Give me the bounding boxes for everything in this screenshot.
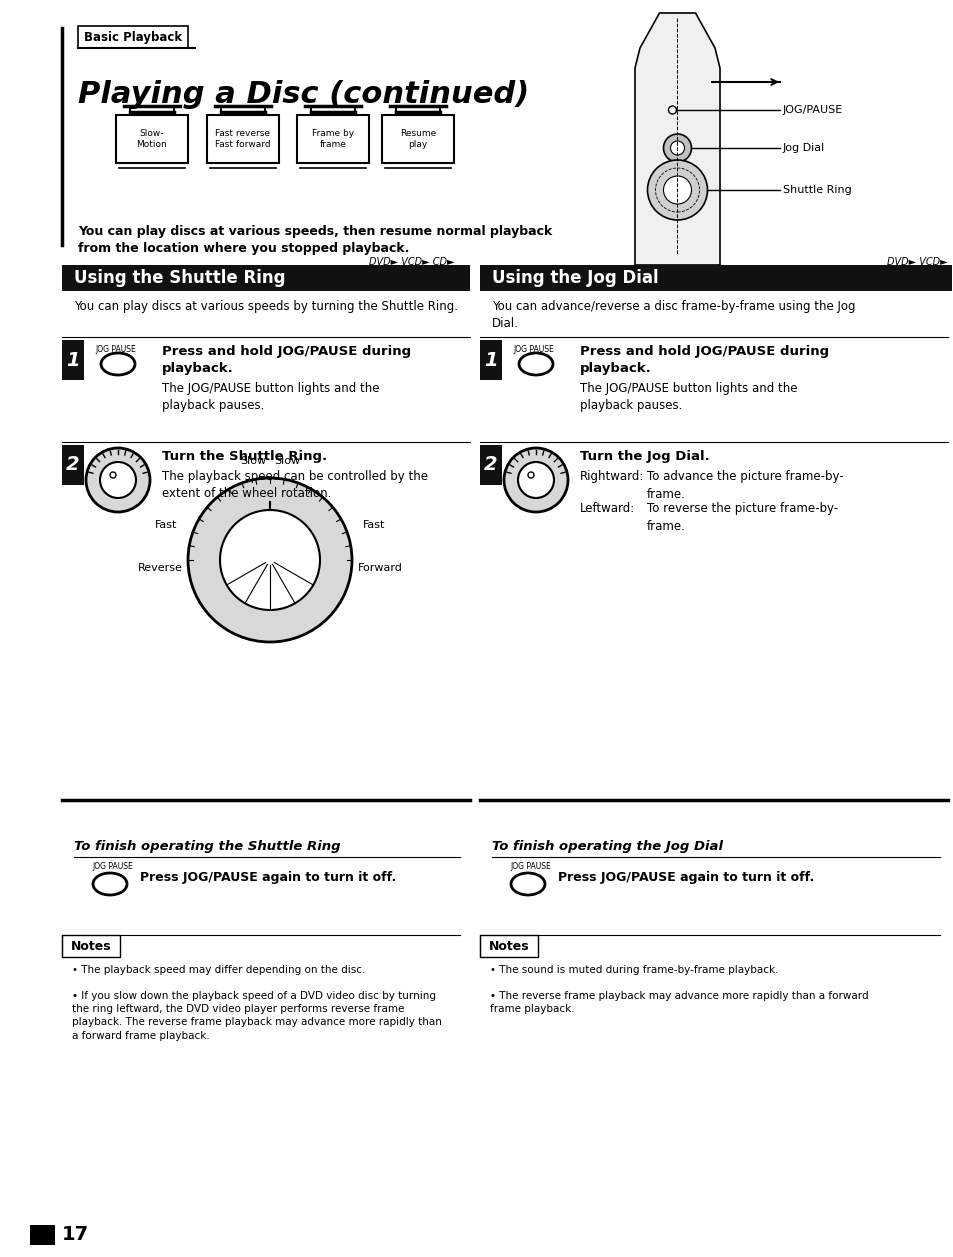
Text: Resume
play: Resume play [399,129,436,148]
Circle shape [86,447,150,512]
FancyBboxPatch shape [78,26,188,48]
Text: To finish operating the Jog Dial: To finish operating the Jog Dial [492,840,722,854]
Text: Notes: Notes [488,939,529,953]
FancyBboxPatch shape [62,935,120,957]
Circle shape [670,141,684,155]
FancyBboxPatch shape [381,114,454,163]
Circle shape [662,176,691,204]
Text: Press and hold JOG/PAUSE during
playback.: Press and hold JOG/PAUSE during playback… [162,344,411,375]
Text: Fast: Fast [362,520,385,530]
Text: 17: 17 [62,1226,89,1244]
Text: The JOG/PAUSE button lights and the
playback pauses.: The JOG/PAUSE button lights and the play… [162,382,379,412]
FancyBboxPatch shape [62,445,84,485]
Text: JOG PAUSE: JOG PAUSE [91,862,132,871]
Text: Press and hold JOG/PAUSE during
playback.: Press and hold JOG/PAUSE during playback… [579,344,828,375]
FancyBboxPatch shape [296,114,369,163]
Text: Using the Shuttle Ring: Using the Shuttle Ring [74,269,285,287]
Text: Fast: Fast [154,520,177,530]
Text: To finish operating the Shuttle Ring: To finish operating the Shuttle Ring [74,840,340,854]
Text: You can play discs at various speeds by turning the Shuttle Ring.: You can play discs at various speeds by … [74,300,457,313]
FancyBboxPatch shape [479,445,501,485]
Ellipse shape [92,874,127,895]
FancyBboxPatch shape [479,935,537,957]
Circle shape [647,160,707,220]
Text: The playback speed can be controlled by the
extent of the wheel rotation.: The playback speed can be controlled by … [162,470,428,500]
Text: DVD► VCD►: DVD► VCD► [886,256,947,266]
Text: 2: 2 [66,455,80,474]
FancyBboxPatch shape [479,339,501,380]
Ellipse shape [511,874,544,895]
Text: JOG PAUSE: JOG PAUSE [510,862,550,871]
Circle shape [110,471,116,478]
Text: 1: 1 [484,351,497,370]
Text: • The playback speed may differ depending on the disc.: • The playback speed may differ dependin… [71,965,365,975]
Text: DVD► VCD► CD►: DVD► VCD► CD► [369,256,455,266]
Text: You can advance/reverse a disc frame-by-frame using the Jog
Dial.: You can advance/reverse a disc frame-by-… [492,300,855,331]
Circle shape [668,106,676,114]
Text: JOG PAUSE: JOG PAUSE [95,344,135,354]
Text: Rightward:: Rightward: [579,470,643,483]
Text: • The reverse frame playback may advance more rapidly than a forward
frame playb: • The reverse frame playback may advance… [490,991,868,1014]
FancyBboxPatch shape [62,265,470,292]
Ellipse shape [101,353,135,375]
Text: Slow: Slow [274,456,300,466]
Text: 1: 1 [66,351,80,370]
Circle shape [503,447,567,512]
Text: Press JOG/PAUSE again to turn it off.: Press JOG/PAUSE again to turn it off. [140,871,395,885]
FancyBboxPatch shape [479,265,951,292]
Circle shape [662,134,691,162]
Text: Frame by
frame: Frame by frame [312,129,354,148]
Text: Notes: Notes [71,939,112,953]
Text: Slow: Slow [239,456,266,466]
Circle shape [220,510,319,610]
FancyBboxPatch shape [62,339,84,380]
Text: Turn the Shuttle Ring.: Turn the Shuttle Ring. [162,450,327,463]
Circle shape [100,463,136,498]
Ellipse shape [518,353,553,375]
FancyBboxPatch shape [116,114,188,163]
Text: To reverse the picture frame-by-
frame.: To reverse the picture frame-by- frame. [646,502,838,533]
Text: Forward: Forward [357,563,402,573]
Text: Leftward:: Leftward: [579,502,635,515]
Text: Jog Dial: Jog Dial [782,143,824,153]
Text: The JOG/PAUSE button lights and the
playback pauses.: The JOG/PAUSE button lights and the play… [579,382,797,412]
Text: Press JOG/PAUSE again to turn it off.: Press JOG/PAUSE again to turn it off. [558,871,814,885]
Text: • If you slow down the playback speed of a DVD video disc by turning
the ring le: • If you slow down the playback speed of… [71,991,441,1041]
Polygon shape [635,13,720,265]
Text: Fast reverse
Fast forward: Fast reverse Fast forward [215,129,271,148]
Circle shape [517,463,554,498]
Text: To advance the picture frame-by-
frame.: To advance the picture frame-by- frame. [646,470,842,502]
FancyBboxPatch shape [30,1226,55,1244]
Text: You can play discs at various speeds, then resume normal playback
from the locat: You can play discs at various speeds, th… [78,225,552,255]
Text: Reverse: Reverse [137,563,182,573]
Circle shape [188,478,352,642]
Text: JOG PAUSE: JOG PAUSE [513,344,553,354]
Circle shape [527,471,534,478]
Text: Slow-
Motion: Slow- Motion [136,129,167,148]
FancyBboxPatch shape [207,114,278,163]
Text: Turn the Jog Dial.: Turn the Jog Dial. [579,450,709,463]
Text: • The sound is muted during frame-by-frame playback.: • The sound is muted during frame-by-fra… [490,965,778,975]
Text: Basic Playback: Basic Playback [84,30,182,44]
Text: Playing a Disc (continued): Playing a Disc (continued) [78,80,529,109]
Text: Using the Jog Dial: Using the Jog Dial [492,269,658,287]
Text: 2: 2 [484,455,497,474]
Text: JOG/PAUSE: JOG/PAUSE [782,106,842,114]
Text: Shuttle Ring: Shuttle Ring [782,185,851,195]
